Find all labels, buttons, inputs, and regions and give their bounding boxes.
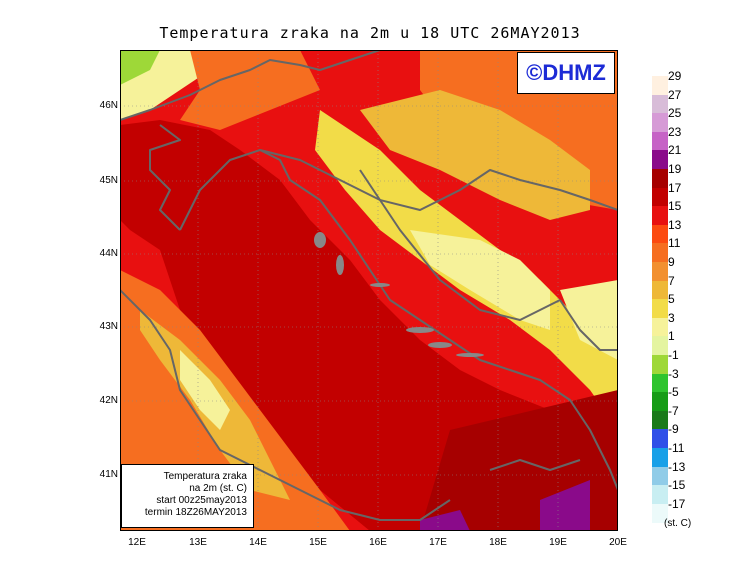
legend-label: -7 — [668, 403, 679, 418]
legend-label: -13 — [668, 459, 686, 474]
montenegro-border — [559, 299, 618, 351]
temperature-map — [120, 50, 618, 531]
legend-swatch — [652, 131, 668, 151]
albania-coast — [489, 459, 581, 471]
legend-swatch — [652, 224, 668, 244]
legend-label: 21 — [668, 143, 682, 158]
legend-swatch — [652, 485, 668, 505]
lat-label: 42N — [99, 395, 118, 406]
field-nw-green — [120, 50, 160, 85]
map-title: Temperatura zraka na 2m u 18 UTC 26MAY20… — [159, 24, 581, 42]
legend-swatch — [652, 392, 668, 412]
lon-label: 16E — [369, 537, 387, 548]
temperature-field — [120, 50, 618, 531]
legend-label: 13 — [668, 217, 682, 232]
legend-label: 15 — [668, 199, 682, 214]
legend-swatch — [652, 466, 668, 486]
legend-label: -11 — [668, 441, 685, 455]
legend-swatch — [652, 373, 668, 393]
legend-swatch — [652, 503, 668, 523]
legend-label: -9 — [668, 422, 679, 437]
field-bosnia-light — [410, 230, 550, 330]
lon-label: 19E — [549, 537, 567, 548]
legend-swatch — [652, 299, 668, 319]
legend-swatch — [652, 317, 668, 337]
lon-label: 13E — [189, 537, 207, 548]
legend-swatch — [652, 336, 668, 356]
lat-label: 45N — [99, 175, 118, 186]
legend-swatch — [652, 280, 668, 300]
lon-label: 17E — [429, 537, 447, 548]
lon-label: 12E — [128, 537, 146, 548]
legend-label: 19 — [668, 162, 682, 176]
legend-swatch — [652, 187, 668, 207]
info-line: Temperatura zraka — [163, 471, 247, 482]
legend-swatch — [652, 206, 668, 226]
legend-swatch — [652, 355, 668, 375]
field-gargano-purple — [420, 510, 470, 531]
legend-swatch — [652, 243, 668, 263]
field-apennines-light — [180, 350, 230, 430]
field-pannonian — [360, 90, 590, 220]
lon-label: 14E — [249, 537, 267, 548]
legend-swatch — [652, 113, 668, 133]
legend-label: 25 — [668, 106, 682, 121]
bosnia-border — [359, 169, 561, 321]
field-montenegro-light — [560, 280, 618, 360]
lon-label: 18E — [489, 537, 507, 548]
coastlines-borders — [120, 50, 618, 521]
legend-unit: (st. C) — [664, 518, 692, 529]
legend-swatch — [652, 169, 668, 189]
legend-label: 27 — [668, 87, 682, 102]
lat-label: 46N — [99, 100, 118, 111]
legend-label: -3 — [668, 366, 679, 381]
legend-label: 1 — [668, 329, 675, 344]
map-frame — [120, 50, 618, 531]
legend-label: -15 — [668, 478, 686, 493]
legend-swatch — [652, 76, 668, 96]
legend-label: 9 — [668, 255, 675, 269]
legend-swatch — [652, 410, 668, 430]
legend-swatch — [652, 262, 668, 282]
info-line: start 00z25may2013 — [156, 495, 247, 506]
info-box: Temperatura zraka na 2m (st. C) start 00… — [121, 464, 254, 528]
lon-label: 20E — [609, 537, 627, 548]
legend-label: -5 — [668, 385, 679, 400]
field-slovenia — [180, 50, 320, 130]
legend-label: 11 — [668, 236, 681, 251]
lat-label: 43N — [99, 321, 118, 332]
info-line: termin 18Z26MAY2013 — [144, 507, 247, 518]
croatia-bosnia-border — [259, 149, 618, 211]
legend-label: 17 — [668, 180, 682, 195]
legend-label: 3 — [668, 310, 675, 325]
lon-label: 15E — [309, 537, 327, 548]
lat-label: 41N — [99, 469, 118, 480]
field-albania-purple — [540, 480, 590, 531]
legend-label: -1 — [668, 348, 679, 362]
northern-border — [120, 50, 381, 121]
legend-label: 23 — [668, 124, 682, 139]
islands — [314, 232, 484, 357]
legend-swatch — [652, 150, 668, 170]
lat-label: 44N — [99, 248, 118, 259]
lat-lon-grid — [120, 50, 618, 531]
legend-label: 29 — [668, 69, 682, 83]
dhmz-logo: ©DHMZ — [517, 52, 615, 94]
legend-swatch — [652, 448, 668, 468]
legend-swatch — [652, 94, 668, 114]
istria-coast — [149, 124, 181, 231]
legend-label: 5 — [668, 292, 675, 307]
italian-coast — [120, 289, 451, 521]
info-line: na 2m (st. C) — [189, 483, 247, 494]
legend-swatch — [652, 429, 668, 449]
legend-label: -17 — [668, 496, 686, 511]
legend-label: 7 — [668, 273, 675, 288]
